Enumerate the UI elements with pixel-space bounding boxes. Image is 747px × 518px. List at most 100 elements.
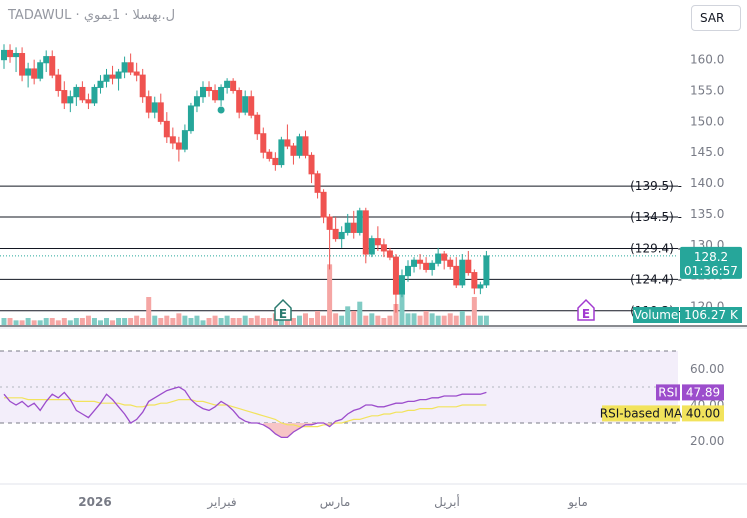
candle-body[interactable] (157, 102, 164, 122)
candle-body[interactable] (236, 90, 243, 113)
candle-body[interactable] (7, 49, 14, 58)
candle-body[interactable] (477, 284, 484, 289)
candle-body[interactable] (151, 102, 158, 113)
candle-body[interactable] (230, 80, 237, 92)
candle-body[interactable] (441, 253, 448, 261)
candle-body[interactable] (115, 71, 122, 79)
candle-body[interactable] (411, 259, 418, 267)
currency-button[interactable]: SAR (691, 5, 741, 31)
candle-body[interactable] (417, 259, 424, 264)
candle-body[interactable] (49, 56, 56, 76)
candle-body[interactable] (447, 259, 454, 267)
candle-body[interactable] (344, 222, 351, 233)
price-tag-countdown: 01:36:57 (684, 264, 738, 278)
candle-body[interactable] (121, 62, 128, 73)
candle-body[interactable] (471, 272, 478, 289)
level-label: (124.4) - (630, 272, 682, 286)
candle-body[interactable] (332, 228, 339, 240)
candle-body[interactable] (435, 253, 442, 264)
candle-body[interactable] (181, 130, 188, 150)
candle-body[interactable] (187, 105, 194, 132)
candle-body[interactable] (405, 265, 412, 277)
candle-body[interactable] (356, 210, 363, 233)
candle-body[interactable] (43, 56, 50, 64)
candle-body[interactable] (380, 244, 387, 252)
candle-body[interactable] (392, 256, 399, 295)
candle-body[interactable] (242, 96, 249, 113)
earnings-marker[interactable]: E (577, 298, 595, 321)
candle-body[interactable] (103, 74, 110, 82)
candle-body[interactable] (133, 71, 140, 76)
volume-bar (447, 313, 453, 325)
candle-body[interactable] (163, 120, 170, 138)
candle-body[interactable] (61, 90, 68, 104)
candle-body[interactable] (398, 275, 405, 295)
earnings-marker[interactable]: E (274, 298, 292, 321)
candle-body[interactable] (308, 154, 315, 175)
candle-body[interactable] (218, 86, 225, 101)
volume-bar (230, 318, 236, 325)
candle-body[interactable] (260, 133, 267, 153)
candle-body[interactable] (85, 99, 92, 104)
candle-body[interactable] (302, 136, 309, 156)
volume-bar (333, 313, 339, 325)
candle-body[interactable] (212, 90, 219, 101)
candle-body[interactable] (79, 86, 86, 101)
level-lines: (139.5) -(134.5) -(129.4) -(124.4) -(119… (0, 179, 682, 318)
candle-body[interactable] (73, 86, 80, 98)
candle-body[interactable] (362, 210, 369, 255)
rsi-ma-value: 40.00 (686, 406, 720, 420)
candle-body[interactable] (145, 96, 152, 113)
candle-body[interactable] (127, 62, 134, 73)
candle-body[interactable] (278, 139, 285, 166)
candle-body[interactable] (25, 68, 32, 76)
candle-body[interactable] (13, 53, 20, 58)
candle-body[interactable] (37, 62, 44, 79)
candle-body[interactable] (386, 250, 393, 258)
candle-body[interactable] (374, 238, 381, 246)
volume-bar (19, 320, 25, 325)
candle-body[interactable] (429, 262, 436, 270)
candle-body[interactable] (350, 222, 357, 233)
candle-body[interactable] (67, 96, 74, 104)
candle-body[interactable] (465, 259, 472, 274)
dividend-marker[interactable] (217, 106, 225, 114)
rsi-line[interactable] (3, 386, 487, 439)
candle-body[interactable] (338, 231, 345, 240)
candle-body[interactable] (175, 142, 182, 150)
candle-body[interactable] (314, 173, 321, 193)
candle-body[interactable] (368, 238, 375, 255)
candle-body[interactable] (248, 96, 255, 116)
candle-body[interactable] (91, 86, 98, 104)
candle-body[interactable] (290, 145, 297, 156)
candle-body[interactable] (169, 136, 176, 144)
candle-body[interactable] (483, 255, 490, 286)
candle-body[interactable] (284, 139, 291, 147)
candle-body[interactable] (109, 74, 116, 79)
candle-body[interactable] (320, 191, 327, 218)
candle-body[interactable] (31, 68, 38, 79)
candle-body[interactable] (266, 151, 273, 159)
candle-body[interactable] (459, 259, 466, 286)
candle-body[interactable] (1, 49, 7, 61)
volume-label: Volume (634, 308, 679, 322)
candle-body[interactable] (326, 216, 333, 230)
candle-body[interactable] (272, 157, 279, 166)
candle-body[interactable] (453, 265, 460, 286)
candle-body[interactable] (139, 74, 146, 98)
volume-bar (110, 320, 116, 325)
candle-body[interactable] (206, 86, 213, 92)
candle-body[interactable] (296, 136, 303, 156)
candle-body[interactable] (19, 53, 26, 76)
candle-body[interactable] (224, 80, 231, 88)
candle-body[interactable] (97, 80, 104, 88)
candle-body[interactable] (423, 262, 430, 270)
candle-body[interactable] (55, 74, 62, 92)
candle-body[interactable] (193, 96, 200, 107)
price-tag (680, 246, 742, 279)
volume-value-box (680, 307, 742, 323)
candle-body[interactable] (254, 114, 261, 135)
candle-body[interactable] (199, 86, 206, 98)
